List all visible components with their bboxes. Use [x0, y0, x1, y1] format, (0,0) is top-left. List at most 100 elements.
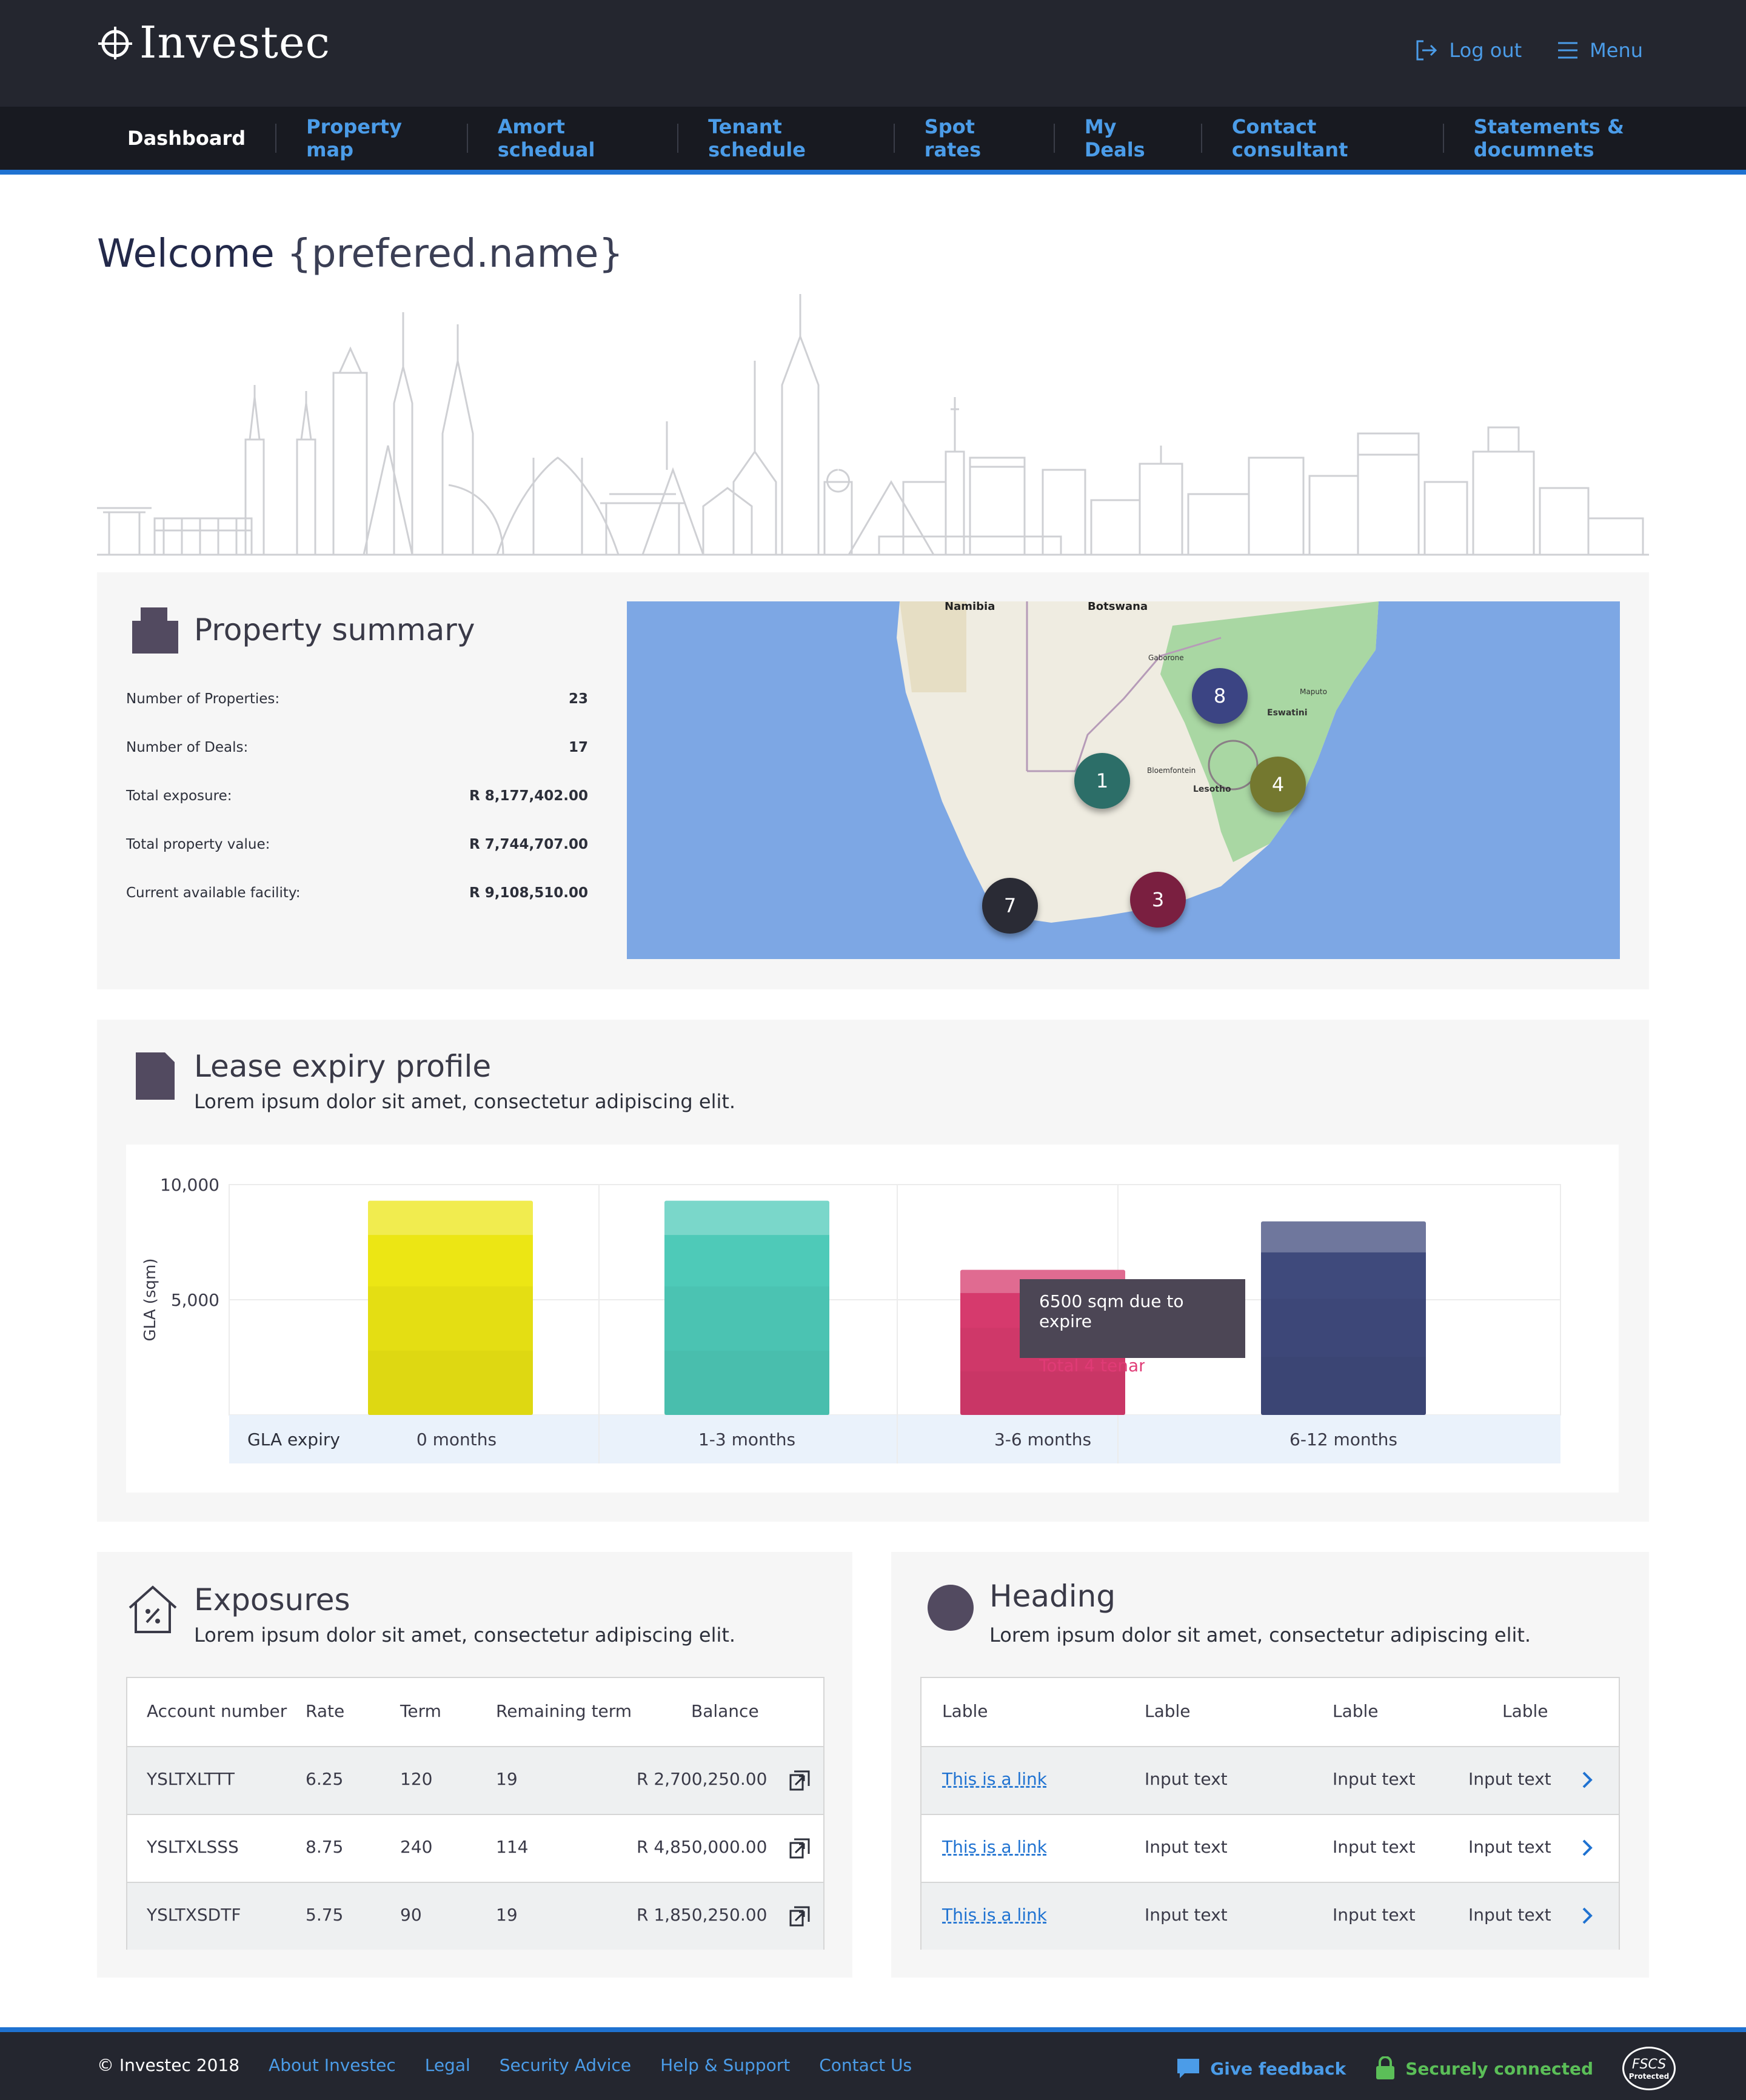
summary-label: Total exposure:: [126, 788, 232, 804]
fscs-protected-label: Protected: [1628, 2072, 1670, 2081]
nav-my-deals[interactable]: My Deals: [1053, 115, 1201, 161]
summary-label: Number of Properties:: [126, 691, 280, 707]
cell-account: YSLTXLSSS: [147, 1837, 239, 1857]
map-marker-7[interactable]: 7: [982, 878, 1038, 934]
summary-value: 17: [568, 740, 588, 755]
map-label-eswatini: Eswatini: [1267, 708, 1308, 718]
nav-property-map[interactable]: Property map: [275, 115, 467, 161]
bar-shade: [1261, 1357, 1426, 1415]
footer-link-contact[interactable]: Contact Us: [819, 2055, 912, 2075]
give-feedback-button[interactable]: Give feedback: [1176, 2056, 1346, 2081]
logout-label: Log out: [1449, 39, 1522, 62]
tooltip-line-2: Total 4 tenants: [1039, 1356, 1145, 1376]
table-row: YSLTXLSSS 8.75 240 114 R 4,850,000.00: [127, 1814, 823, 1882]
logout-button[interactable]: Log out: [1414, 38, 1522, 63]
nav-tenant-schedule[interactable]: Tenant schedule: [677, 115, 894, 161]
investec-logo[interactable]: Investec: [97, 17, 330, 68]
x-tick-label: 3-6 months: [994, 1430, 1091, 1450]
city-skyline-illustration: [97, 294, 1649, 556]
secure-label: Securely connected: [1405, 2058, 1593, 2079]
heading-subtitle: Lorem ipsum dolor sit amet, consectetur …: [989, 1623, 1531, 1647]
open-external-icon[interactable]: [788, 1769, 811, 1792]
menu-button[interactable]: Menu: [1556, 38, 1643, 62]
table-row[interactable]: This is a link Input text Input text Inp…: [921, 1814, 1619, 1882]
property-map[interactable]: Namibia Botswana Gaborone Eswatini Lesot…: [627, 601, 1620, 959]
table-row[interactable]: This is a link Input text Input text Inp…: [921, 1746, 1619, 1814]
summary-value: 23: [568, 691, 588, 707]
lease-expiry-subtitle: Lorem ipsum dolor sit amet, consectetur …: [194, 1090, 736, 1113]
cell-rate: 8.75: [306, 1837, 344, 1857]
bar-0-months: [368, 1200, 533, 1415]
cell-input: Input text: [1333, 1837, 1416, 1857]
nav-contact-consultant[interactable]: Contact consultant: [1200, 115, 1443, 161]
nav-dashboard[interactable]: Dashboard: [127, 127, 246, 150]
map-label-namibia: Namibia: [945, 601, 995, 613]
bar-chart: 5,000 10,000 GLA (sqm) GLA expiry 0 months 1-…: [141, 1175, 1561, 1463]
summary-row-facility: Current available facility: R 9,108,510.…: [126, 885, 588, 901]
tooltip-line-1: 6500 sqm due to expire: [1039, 1291, 1184, 1331]
col-label-3: Lable: [1333, 1701, 1379, 1721]
col-label-1: Lable: [942, 1701, 988, 1721]
house-percent-icon: [129, 1585, 177, 1633]
cell-account: YSLTXLTTT: [147, 1769, 235, 1789]
bar-highlight: [664, 1200, 829, 1236]
col-rate: Rate: [306, 1701, 345, 1721]
nav-spot-rates[interactable]: Spot rates: [893, 115, 1054, 161]
cell-input: Input text: [1468, 1769, 1551, 1789]
open-external-icon[interactable]: [788, 1905, 811, 1928]
cell-balance: R 2,700,250.00: [637, 1769, 768, 1789]
table-row: YSLTXSDTF 5.75 90 19 R 1,850,250.00: [127, 1882, 823, 1950]
summary-value: R 9,108,510.00: [469, 885, 588, 901]
footer-link-legal[interactable]: Legal: [424, 2055, 470, 2075]
x-tick-label: 6-12 months: [1289, 1430, 1397, 1450]
chevron-right-icon[interactable]: [1580, 1906, 1594, 1925]
cell-remaining: 19: [496, 1769, 518, 1789]
property-summary-title: Property summary: [194, 612, 475, 647]
y-axis-label: GLA (sqm): [141, 1259, 159, 1342]
cell-input: Input text: [1468, 1905, 1551, 1925]
bar-shade: [368, 1286, 533, 1351]
bar-shade: [1261, 1299, 1426, 1357]
row-link[interactable]: This is a link: [942, 1905, 1047, 1925]
summary-label: Total property value:: [126, 837, 270, 852]
heading-table: Lable Lable Lable Lable This is a link I…: [920, 1677, 1620, 1950]
nav-statements[interactable]: Statements & documnets: [1442, 115, 1746, 161]
cell-balance: R 4,850,000.00: [637, 1837, 768, 1857]
brand-name: Investec: [139, 17, 330, 68]
summary-value: R 8,177,402.00: [469, 788, 588, 804]
nav-amort-schedule[interactable]: Amort schedual: [466, 115, 677, 161]
footer-link-help[interactable]: Help & Support: [660, 2055, 791, 2075]
table-header: Account number Rate Term Remaining term …: [127, 1678, 823, 1746]
cell-input: Input text: [1333, 1769, 1416, 1789]
y-tick-label: 10,000: [160, 1175, 219, 1195]
hamburger-icon: [1558, 42, 1578, 59]
cell-input: Input text: [1333, 1905, 1416, 1925]
row-link[interactable]: This is a link: [942, 1837, 1047, 1857]
map-marker-1[interactable]: 1: [1074, 753, 1130, 809]
open-external-icon[interactable]: [788, 1837, 811, 1860]
speech-bubble-icon: [1177, 2059, 1200, 2078]
bar-highlight: [368, 1200, 533, 1236]
give-feedback-label: Give feedback: [1210, 2058, 1346, 2079]
cell-term: 90: [400, 1905, 422, 1925]
map-marker-3[interactable]: 3: [1130, 872, 1186, 928]
x-axis-row-label: GLA expiry: [247, 1430, 340, 1450]
map-label-botswana: Botswana: [1088, 601, 1148, 613]
secure-status: Securely connected: [1375, 2056, 1593, 2081]
map-marker-4[interactable]: 4: [1250, 757, 1306, 812]
chevron-right-icon[interactable]: [1580, 1770, 1594, 1790]
row-link[interactable]: This is a link: [942, 1769, 1047, 1789]
footer-link-security[interactable]: Security Advice: [499, 2055, 632, 2075]
footer-link-about[interactable]: About Investec: [269, 2055, 396, 2075]
map-marker-8[interactable]: 8: [1192, 668, 1248, 724]
bar-shade: [664, 1286, 829, 1351]
chevron-right-icon[interactable]: [1580, 1838, 1594, 1858]
y-tick-label: 5,000: [171, 1290, 219, 1310]
cell-account: YSLTXSDTF: [147, 1905, 241, 1925]
summary-row-property-value: Total property value: R 7,744,707.00: [126, 837, 588, 852]
circle-icon: [928, 1585, 974, 1631]
col-account-number: Account number: [147, 1701, 287, 1721]
fscs-logo-text: FSCS: [1631, 2056, 1667, 2072]
table-row[interactable]: This is a link Input text Input text Inp…: [921, 1882, 1619, 1950]
footer: © Investec 2018 About Investec Legal Sec…: [0, 2027, 1746, 2100]
